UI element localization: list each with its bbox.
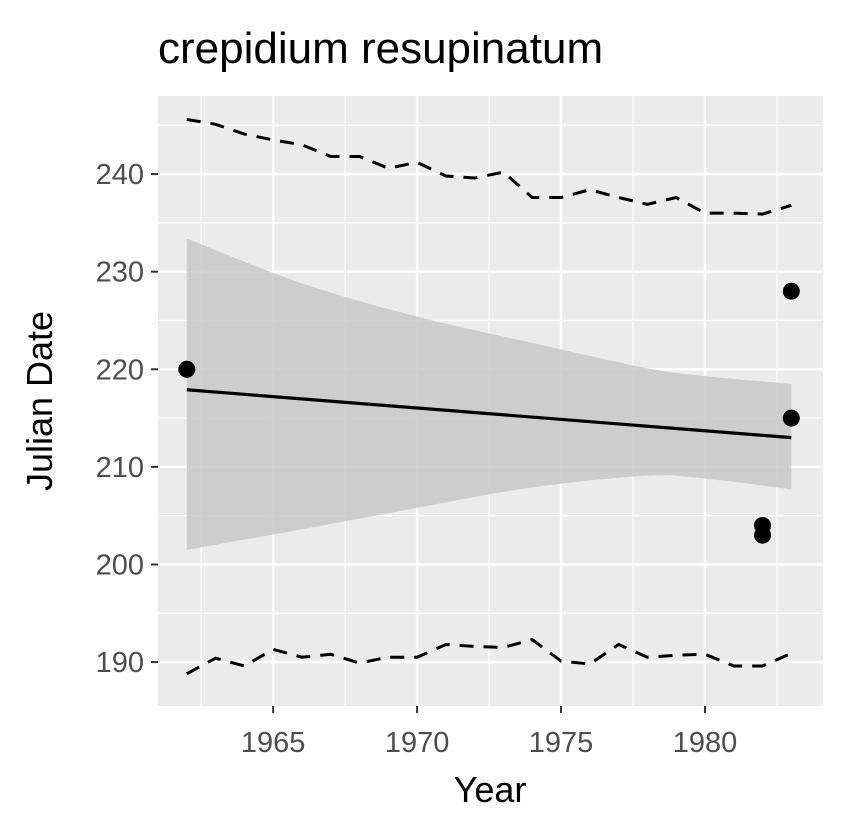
x-axis-title: Year xyxy=(454,769,527,810)
data-point xyxy=(782,409,800,427)
x-tick-label: 1970 xyxy=(385,727,450,759)
data-point xyxy=(754,526,772,544)
chart-title: crepidium resupinatum xyxy=(158,24,603,73)
x-tick-label: 1965 xyxy=(241,727,306,759)
x-tick-label: 1975 xyxy=(529,727,594,759)
upper-bound-line xyxy=(186,117,792,216)
x-axis: 1965 1970 1975 1980 xyxy=(241,706,737,759)
y-tick-label: 210 xyxy=(96,452,144,484)
y-tick-label: 190 xyxy=(96,647,144,679)
y-axis: 190 200 210 220 230 240 xyxy=(96,159,158,679)
confidence-band xyxy=(186,238,792,550)
y-tick-label: 200 xyxy=(96,549,144,581)
bound-lines xyxy=(186,117,792,676)
data-point xyxy=(178,360,196,378)
points xyxy=(178,282,800,544)
confidence-band-area xyxy=(186,238,792,550)
data-point xyxy=(782,282,800,300)
x-tick-label: 1980 xyxy=(673,727,738,759)
y-tick-label: 230 xyxy=(96,257,144,289)
lower-bound-line xyxy=(186,637,792,676)
fit-line xyxy=(186,388,792,440)
fit-line-group xyxy=(186,388,792,440)
y-axis-title: Julian Date xyxy=(19,311,60,491)
y-tick-label: 220 xyxy=(96,354,144,386)
y-tick-label: 240 xyxy=(96,159,144,191)
